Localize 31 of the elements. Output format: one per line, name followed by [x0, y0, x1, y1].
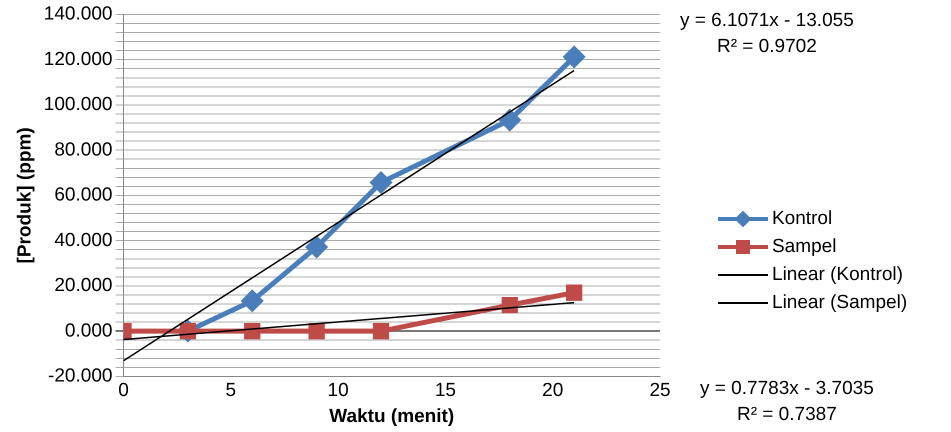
y-tick-label: 120.000 [44, 48, 112, 70]
text: y = 6.1071x - 13.055 R² = 0.9702 [680, 9, 854, 59]
y-axis-title: [Produk] (ppm) [14, 127, 36, 264]
x-tick-label: 5 [225, 380, 236, 402]
y-tick-label: 100.000 [44, 94, 112, 116]
text: y = 0.7783x - 3.7035 R² = 0.7387 [700, 377, 874, 427]
point [308, 322, 325, 340]
y-tick-label: 40.000 [54, 230, 112, 251]
point [372, 322, 390, 340]
point [566, 284, 582, 301]
y-tick-label: -20.000 [48, 366, 112, 387]
y-tick-label: 0.000 [64, 320, 112, 342]
point [499, 110, 520, 131]
point [242, 290, 263, 312]
y-tick-label: 20.000 [54, 275, 112, 296]
legend-label: Linear (Sampel) [772, 292, 908, 314]
y-tick-label: 140.000 [44, 4, 112, 25]
x-tick-label: 25 [649, 380, 671, 402]
legend-label: Kontrol [772, 208, 832, 230]
y-tick-label: 60.000 [54, 184, 112, 206]
x-tick-label: 15 [434, 380, 456, 402]
x-axis-title: Waktu (menit) [329, 406, 454, 427]
point [306, 236, 328, 258]
point [564, 46, 585, 68]
point [370, 172, 392, 194]
legend-label: Sampel [772, 236, 836, 258]
x-tick-label: 20 [542, 380, 564, 402]
legend-label: Linear (Kontrol) [772, 264, 903, 286]
y-tick-label: 80.000 [54, 139, 112, 160]
x-tick-label: 0 [118, 380, 129, 402]
x-tick-label: 10 [328, 380, 349, 402]
